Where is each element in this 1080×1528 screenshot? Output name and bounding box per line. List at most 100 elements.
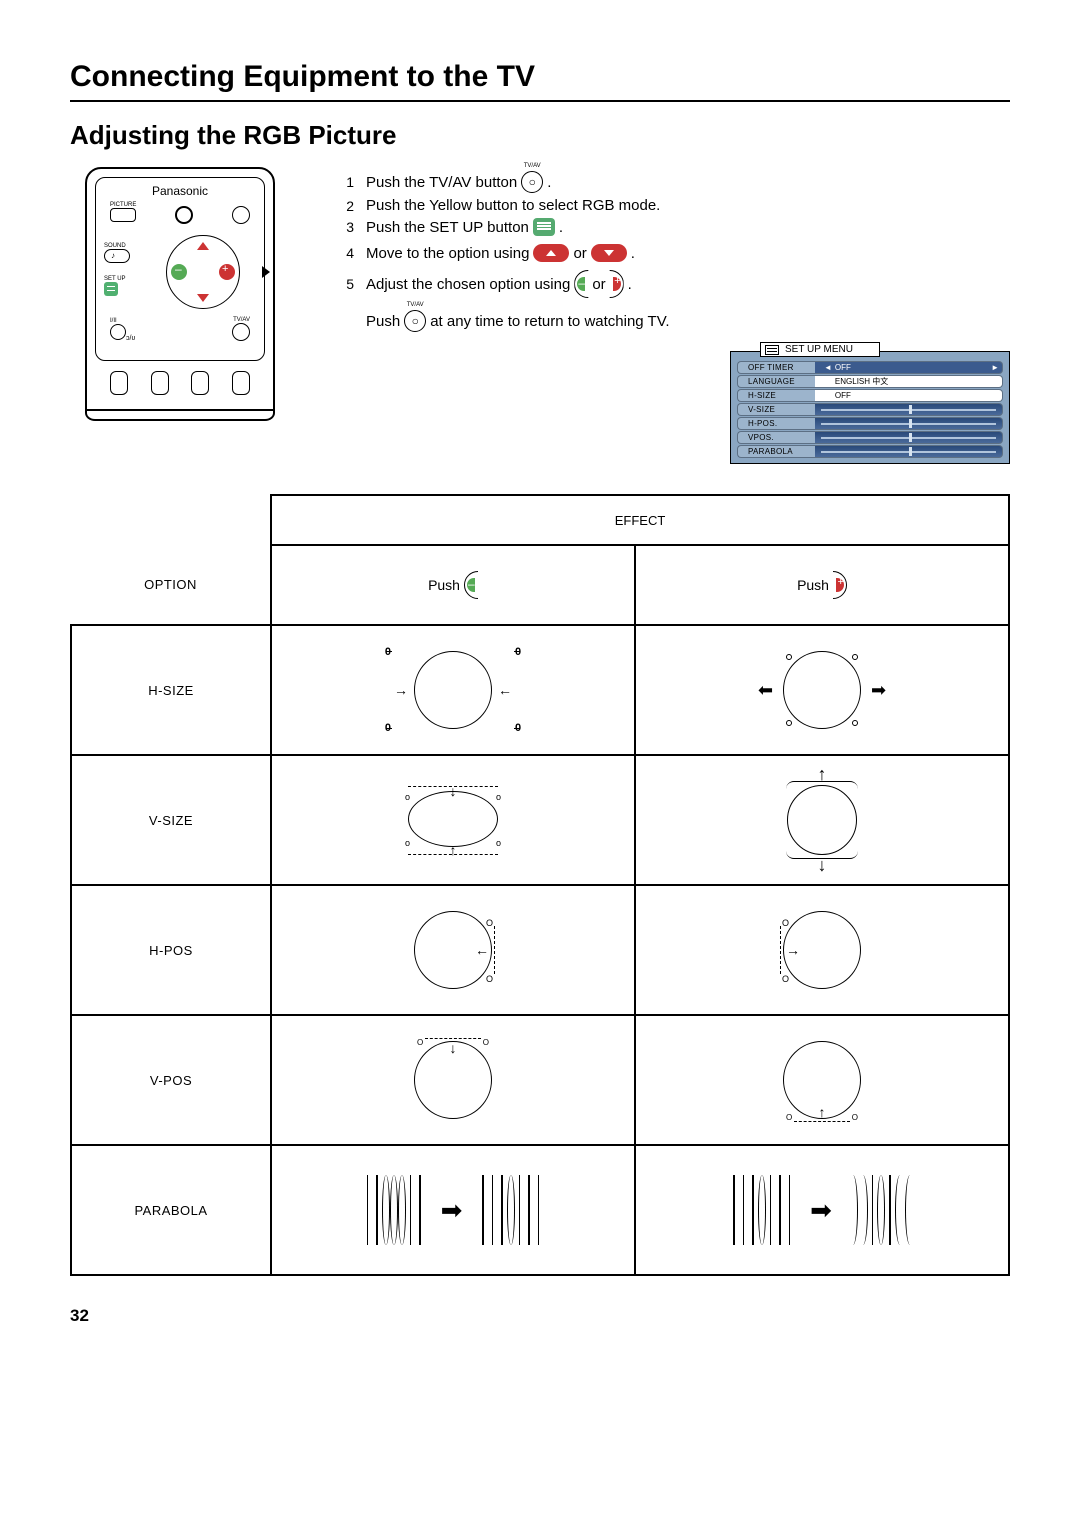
setup-menu-row: H-SIZE◄OFF► [737, 389, 1003, 402]
setup-menu-row: VPOS. [737, 431, 1003, 444]
pointer-icon [262, 266, 270, 278]
push-minus-header: Push – [273, 573, 633, 597]
tvav-button-icon [232, 323, 250, 341]
sound-button-icon: ♪ [104, 249, 130, 263]
table-row-label: H-SIZE [71, 625, 271, 755]
left-arrow-icon: ⬅ [758, 680, 773, 701]
table-row-label: PARABOLA [71, 1145, 271, 1275]
minus-button-icon: – [464, 573, 478, 597]
page-number: 32 [70, 1306, 1010, 1326]
vsize-minus-diagram: ↓ oooo ↑ [271, 755, 635, 885]
step-item: 4 Move to the option using or . [330, 244, 1010, 262]
ur-label: I/II [110, 318, 135, 324]
step-text: Adjust the chosen option using [366, 276, 570, 293]
step-text: . [631, 245, 635, 262]
plus-button-icon: + [833, 573, 847, 597]
color-button-icon [191, 371, 209, 395]
down-button-icon [591, 244, 627, 262]
table-row-label: V-SIZE [71, 755, 271, 885]
hpos-minus-diagram: O O ← [271, 885, 635, 1015]
tvav-button-icon: TV/AV○ [521, 171, 543, 193]
setup-button-icon [533, 218, 555, 236]
step-text: or [592, 276, 605, 293]
up-button-icon [533, 244, 569, 262]
color-button-icon [110, 371, 128, 395]
tvav-button-icon: TV/AV○ [404, 310, 426, 332]
power-button-icon [175, 206, 193, 224]
step-number: 2 [330, 198, 354, 214]
footer-text: at any time to return to watching TV. [430, 313, 669, 330]
parabola-plus-diagram: ➡ [635, 1145, 1009, 1275]
screen-circle-icon: O O ← [414, 911, 492, 989]
right-arrow-icon: ➡ [871, 680, 886, 701]
setup-menu-title: SET UP MENU [760, 342, 880, 357]
option-header: OPTION [71, 545, 271, 625]
nav-up-icon [197, 242, 209, 250]
setup-button-icon [104, 282, 118, 296]
setup-menu-row: LANGUAGE◄ENGLISH 中文► [737, 375, 1003, 388]
setup-menu-row: V-SIZE [737, 403, 1003, 416]
mute-button-icon [232, 206, 250, 224]
step-number: 5 [330, 276, 354, 292]
color-button-icon [151, 371, 169, 395]
table-row-label: H-POS [71, 885, 271, 1015]
parabola-minus-diagram: ➡ [271, 1145, 635, 1275]
right-arrow-icon: ➡ [441, 1195, 463, 1226]
vpos-minus-diagram: O O ↓ [271, 1015, 635, 1145]
step-item: 2 Push the Yellow button to select RGB m… [330, 197, 1010, 214]
step-item: 1 Push the TV/AV button TV/AV○ . [330, 171, 1010, 193]
right-arrow-icon: ➡ [810, 1195, 832, 1226]
screen-circle-icon [783, 651, 861, 729]
effect-table: EFFECT OPTION Push – Push + H-SIZE 00 → … [70, 494, 1010, 1276]
screen-circle-icon: O O → [783, 911, 861, 989]
page-title: Connecting Equipment to the TV [70, 60, 1010, 94]
step-text: or [573, 245, 586, 262]
step-item: 5 Adjust the chosen option using – or + … [330, 272, 1010, 296]
step-text: . [559, 219, 563, 236]
step-text: Move to the option using [366, 245, 529, 262]
plus-button-icon: + [610, 272, 624, 296]
footer-text: Push [366, 313, 400, 330]
barrel-before-icon [363, 1175, 425, 1245]
step-text: . [547, 174, 551, 191]
remote-illustration: Panasonic PICTURE SOUND ♪ SET UP [70, 167, 290, 421]
hpos-plus-diagram: O O → [635, 885, 1009, 1015]
hsize-minus-diagram: 00 → ← 00 [271, 625, 635, 755]
push-plus-header: Push + [637, 573, 1007, 597]
table-row-label: V-POS [71, 1015, 271, 1145]
setup-menu-preview: SET UP MENU OFF TIMER◄OFF►LANGUAGE◄ENGLI… [730, 342, 1010, 464]
footer-note: Push TV/AV○ at any time to return to wat… [366, 310, 1010, 332]
step-number: 4 [330, 245, 354, 261]
barrel-after-icon [848, 1175, 915, 1245]
setup-menu-row: H-POS. [737, 417, 1003, 430]
setup-menu-row: PARABOLA [737, 445, 1003, 458]
screen-oval-icon: oooo [408, 791, 498, 847]
step-text: . [628, 276, 632, 293]
step-number: 1 [330, 174, 354, 190]
section-title: Adjusting the RGB Picture [70, 120, 1010, 151]
barrel-after-icon [478, 1175, 543, 1245]
step-text: Push the Yellow button to select RGB mod… [366, 197, 660, 214]
color-button-icon [232, 371, 250, 395]
step-number: 3 [330, 219, 354, 235]
screen-circle-icon [414, 651, 492, 729]
step-item: 3 Push the SET UP button . [330, 218, 1010, 236]
setup-menu-row: OFF TIMER◄OFF► [737, 361, 1003, 374]
screen-circle-icon [787, 785, 857, 855]
header-rule [70, 100, 1010, 102]
picture-button-icon [110, 208, 136, 222]
hsize-plus-diagram: ⬅ ➡ [635, 625, 1009, 755]
minus-button-icon: – [574, 272, 588, 296]
vpos-plus-diagram: O O ↑ [635, 1015, 1009, 1145]
screen-circle-icon: O O ↓ [414, 1041, 492, 1119]
nav-cross-icon [166, 235, 240, 309]
effect-header: EFFECT [271, 495, 1009, 545]
steps-list: 1 Push the TV/AV button TV/AV○ . 2 Push … [330, 167, 1010, 484]
menu-icon [765, 345, 779, 355]
color-buttons-row [95, 371, 265, 395]
nav-plus-icon [219, 264, 235, 280]
screen-circle-icon: O O ↑ [783, 1041, 861, 1119]
step-text: Push the TV/AV button [366, 174, 517, 191]
ur-button-icon [110, 324, 126, 340]
step-text: Push the SET UP button [366, 219, 529, 236]
